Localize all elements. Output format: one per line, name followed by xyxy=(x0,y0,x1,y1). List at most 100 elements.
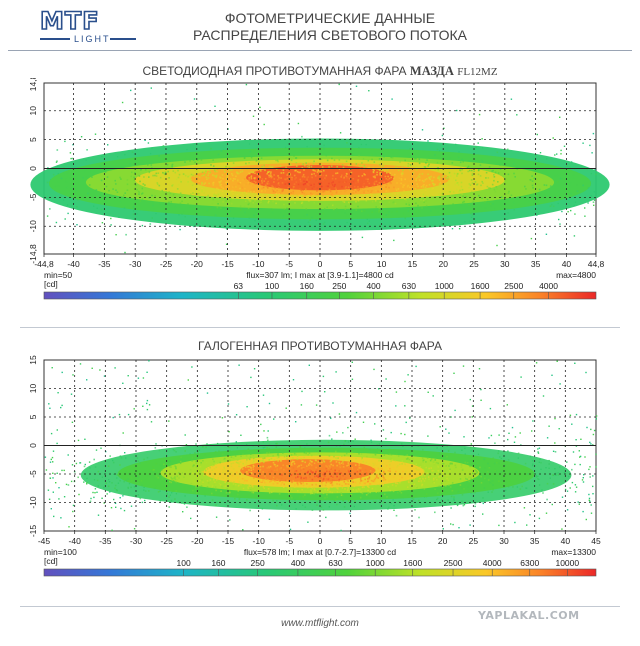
chart1-x-tick-label: 20 xyxy=(438,259,448,269)
chart1-x-tick-label: -25 xyxy=(160,259,173,269)
chart2-y-tick-label: 5 xyxy=(28,414,38,419)
chart2-y-tick-label: -15 xyxy=(28,525,38,538)
chart2-min-label: min=100 xyxy=(44,547,77,557)
page-header: ФОТОМЕТРИЧЕСКИЕ ДАННЫЕ РАСПРЕДЕЛЕНИЯ СВЕ… xyxy=(160,10,500,44)
chart2-x-tick-label: 15 xyxy=(407,536,417,546)
logo-rule-right xyxy=(110,38,136,40)
chart1-min-label: min=50 xyxy=(44,270,72,280)
chart2-x-tick-label: -10 xyxy=(253,536,266,546)
chart2-x-tick-label: -5 xyxy=(286,536,294,546)
chart1-x-tick-label: -20 xyxy=(191,259,204,269)
chart2-x-tick-label: 0 xyxy=(318,536,323,546)
chart1-x-tick-label: 5 xyxy=(348,259,353,269)
header-line-2: РАСПРЕДЕЛЕНИЯ СВЕТОВОГО ПОТОКА xyxy=(193,27,467,43)
logo-rule-left xyxy=(40,38,70,40)
chart1-y-tick-label: -5 xyxy=(28,193,38,201)
logo-brand: MTF xyxy=(39,7,100,35)
chart2-x-tick-label: -15 xyxy=(222,536,235,546)
chart1-title-model: FL12MZ xyxy=(457,66,498,78)
chart2-colorbar-label: 6300 xyxy=(520,558,539,568)
chart1-colorbar-label: 2500 xyxy=(504,281,523,291)
chart2-svg: -45 -40 -35 -30 -25 -20 -15 -10 -5 0 5 10 15 20 25 30 35… xyxy=(28,355,601,577)
chart2-colorbar-label: 160 xyxy=(211,558,225,568)
chart1-x-tick-label: -15 xyxy=(221,259,234,269)
logo-sub: LIGHT xyxy=(74,34,111,44)
chart1-colorbar-label: 1600 xyxy=(471,281,490,291)
chart1-max-label: max=4800 xyxy=(556,270,596,280)
chart2-intensity-field xyxy=(49,432,597,519)
chart1-x-tick-label: 0 xyxy=(318,259,323,269)
chart1-unit-label: [cd] xyxy=(44,279,58,289)
chart1-colorbar-label: 400 xyxy=(366,281,380,291)
chart2-x-tick-label: 10 xyxy=(377,536,387,546)
chart2-title-main: ГАЛОГЕННАЯ ПРОТИВОТУМАННАЯ ФАРА xyxy=(198,339,442,353)
mtf-light-logo: MTF LIGHT xyxy=(39,7,136,44)
chart1-x-tick-label: -10 xyxy=(252,259,265,269)
chart1-y-tick-label: -10 xyxy=(28,220,38,233)
chart1-x-tick-label: 25 xyxy=(469,259,479,269)
section-divider xyxy=(20,327,620,328)
chart1-colorbar-label: 1000 xyxy=(435,281,454,291)
chart1-y-tick-label: 5 xyxy=(28,137,38,142)
chart1-x-tick-label: -30 xyxy=(129,259,142,269)
chart2-colorbar-label: 250 xyxy=(251,558,265,568)
chart1-x-tick-label: -5 xyxy=(285,259,293,269)
chart2-colorbar-label: 1600 xyxy=(403,558,422,568)
chart1-colorbar-label: 160 xyxy=(300,281,314,291)
chart2-x-tick-label: 35 xyxy=(530,536,540,546)
chart2-colorbar xyxy=(43,568,597,577)
chart2-unit-label: [cd] xyxy=(44,556,58,566)
chart1-x-tick-label: 35 xyxy=(531,259,541,269)
chart1-x-tick-label: -44,8 xyxy=(34,259,54,269)
chart2-flux-label: flux=578 lm; I max at [0.7-2.7]=13300 cd xyxy=(244,547,396,557)
chart2-y-tick-label: 0 xyxy=(28,443,38,448)
chart2-max-label: max=13300 xyxy=(551,547,596,557)
chart2-x-tick-label: -40 xyxy=(69,536,82,546)
chart2-x-tick-label: 30 xyxy=(499,536,509,546)
chart2-x-tick-label: 25 xyxy=(469,536,479,546)
chart1-colorbar-label: 4000 xyxy=(539,281,558,291)
chart1-colorbar-label: 100 xyxy=(265,281,279,291)
chart1-colorbar-label: 630 xyxy=(402,281,416,291)
header-line-1: ФОТОМЕТРИЧЕСКИЕ ДАННЫЕ xyxy=(224,10,436,26)
chart2-x-tick-label: 5 xyxy=(348,536,353,546)
chart1-title-main: СВЕТОДИОДНАЯ ПРОТИВОТУМАННАЯ ФАРА xyxy=(142,64,407,78)
chart1-colorbar-label: 63 xyxy=(234,281,244,291)
chart2-colorbar-label: 4000 xyxy=(483,558,502,568)
chart1-x-tick-label: 15 xyxy=(408,259,418,269)
chart1-x-tick-label: -35 xyxy=(98,259,111,269)
chart1-svg: -44,8 -40 -35 -30 -25 -20 -15 -10 -5 0 5 10 15 20 25 30… xyxy=(28,78,610,300)
chart2-x-tick-label: -35 xyxy=(99,536,112,546)
footer-divider xyxy=(20,606,620,607)
chart2-x-tick-label: 45 xyxy=(591,536,601,546)
chart1-title: СВЕТОДИОДНАЯ ПРОТИВОТУМАННАЯ ФАРА МАЗДА … xyxy=(0,64,640,79)
chart2-y-tick-label: 15 xyxy=(28,355,38,365)
chart2-x-tick-label: -20 xyxy=(191,536,204,546)
chart1-y-tick-label: 10 xyxy=(28,106,38,116)
chart1-x-tick-label: 40 xyxy=(562,259,572,269)
chart2-y-tick-label: -5 xyxy=(28,470,38,478)
chart1-colorbar-label: 250 xyxy=(332,281,346,291)
header-divider xyxy=(8,50,632,51)
chart1-y-tick-label: -14,8 xyxy=(28,244,38,264)
chart1-y-tick-label: 0 xyxy=(28,166,38,171)
chart2-y-tick-label: 10 xyxy=(28,384,38,394)
chart2-colorbar-label: 1000 xyxy=(366,558,385,568)
chart2-x-tick-label: 40 xyxy=(561,536,571,546)
chart1-x-tick-label: 30 xyxy=(500,259,510,269)
chart2-x-tick-label: -25 xyxy=(161,536,174,546)
chart1-flux-label: flux=307 lm; I max at [3.9-1.1]=4800 cd xyxy=(246,270,394,280)
chart1-x-tick-label: 44,8 xyxy=(588,259,605,269)
chart1-x-tick-label: -40 xyxy=(67,259,80,269)
chart1-x-tick-label: 10 xyxy=(377,259,387,269)
chart2-colorbar-label: 2500 xyxy=(444,558,463,568)
chart2-colorbar-label: 10000 xyxy=(555,558,579,568)
chart2-title: ГАЛОГЕННАЯ ПРОТИВОТУМАННАЯ ФАРА xyxy=(0,339,640,353)
chart2-x-tick-label: -45 xyxy=(38,536,51,546)
chart2-colorbar-label: 400 xyxy=(291,558,305,568)
chart2-x-tick-label: 20 xyxy=(438,536,448,546)
chart1-y-tick-label: 14,8 xyxy=(28,78,38,91)
chart2-y-tick-label: -10 xyxy=(28,496,38,509)
chart1-colorbar xyxy=(43,291,597,300)
chart2-colorbar-label: 100 xyxy=(177,558,191,568)
